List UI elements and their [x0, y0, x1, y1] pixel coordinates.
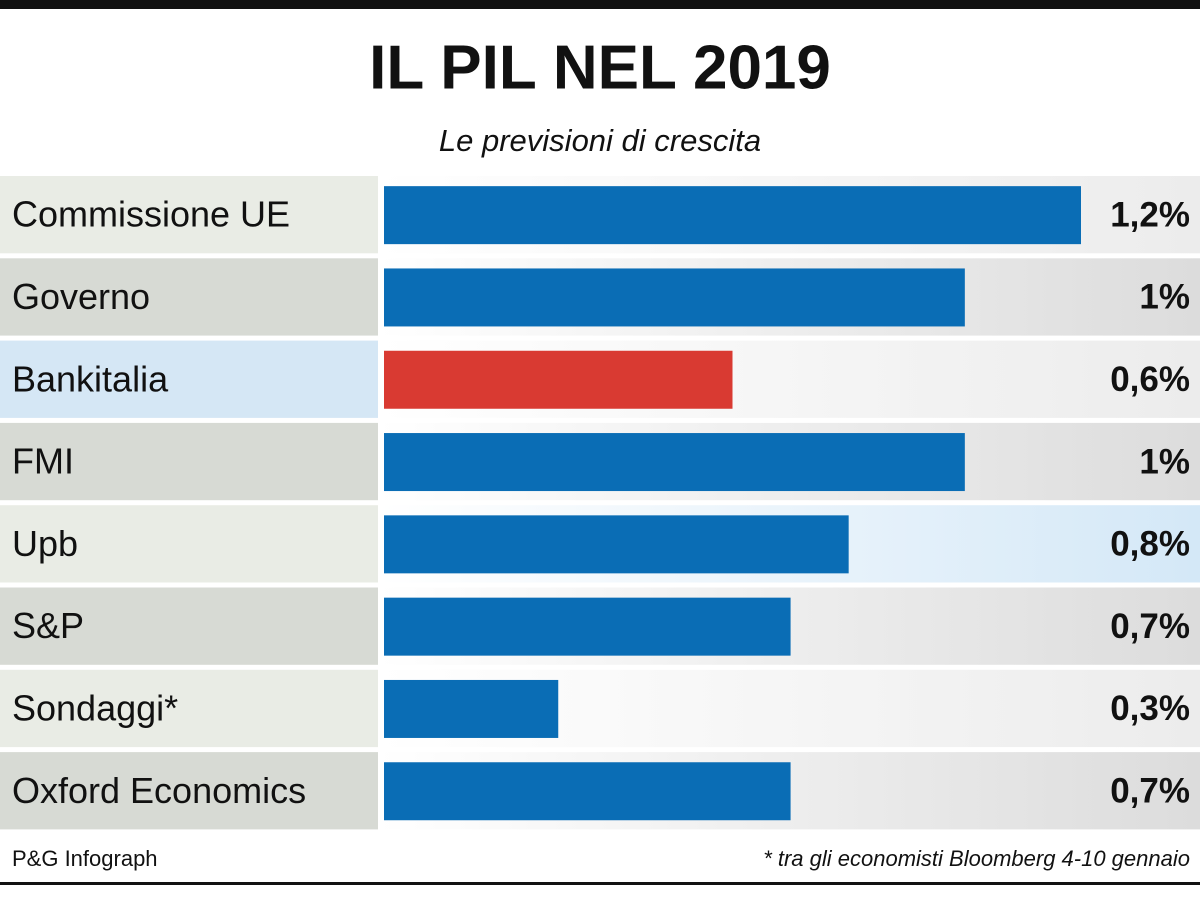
row-label-bg: [0, 340, 378, 418]
category-label: Governo: [12, 276, 150, 317]
source: P&G Infograph: [12, 846, 158, 871]
value-label: 0,7%: [1110, 772, 1190, 811]
row-label-bg: [0, 505, 378, 583]
value-label: 0,6%: [1110, 360, 1190, 399]
category-label: Bankitalia: [12, 358, 169, 399]
bar: [384, 268, 965, 327]
value-label: 0,3%: [1110, 689, 1190, 728]
chart-title: IL PIL NEL 2019: [369, 33, 831, 102]
row-label-bg: [0, 422, 378, 501]
footnote: * tra gli economisti Bloomberg 4-10 genn…: [763, 846, 1190, 871]
row-label-bg: [0, 176, 378, 254]
category-label: S&P: [12, 605, 84, 646]
bar: [384, 762, 791, 821]
value-label: 1,2%: [1110, 195, 1190, 234]
value-label: 0,7%: [1110, 607, 1190, 646]
category-label: Sondaggi*: [12, 687, 178, 728]
bar: [384, 433, 965, 492]
category-label: Upb: [12, 523, 78, 564]
category-label: Oxford Economics: [12, 770, 306, 811]
category-label: FMI: [12, 441, 74, 482]
chart-subtitle: Le previsioni di crescita: [439, 123, 761, 158]
bottom-rule: [0, 882, 1200, 885]
bar: [384, 515, 849, 574]
value-label: 1%: [1139, 278, 1190, 317]
bar: [384, 350, 733, 409]
row-label-bg: [0, 752, 378, 830]
row-label-bg: [0, 669, 378, 748]
value-label: 0,8%: [1110, 525, 1190, 564]
top-rule: [0, 0, 1200, 9]
value-label: 1%: [1139, 442, 1190, 481]
row-label-bg: [0, 258, 378, 336]
bar: [384, 679, 559, 738]
category-label: Commissione UE: [12, 194, 290, 235]
row-label-bg: [0, 587, 378, 665]
bar: [384, 186, 1081, 245]
bar: [384, 597, 791, 656]
